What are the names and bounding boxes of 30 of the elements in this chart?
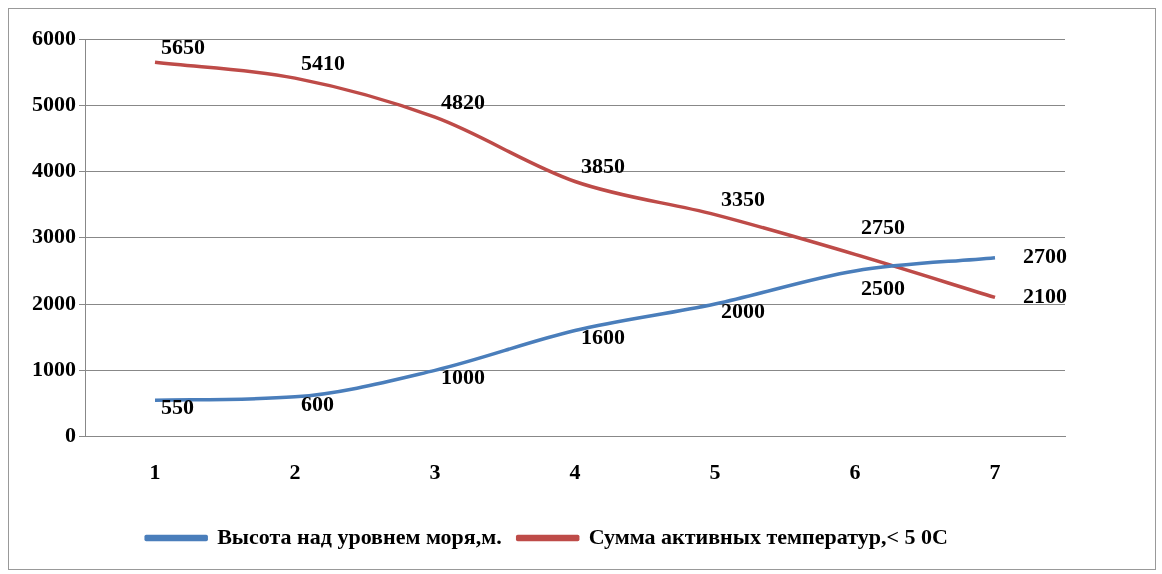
data-label: 3850 bbox=[581, 153, 625, 179]
x-tick-label: 4 bbox=[569, 459, 581, 485]
x-tick-label: 6 bbox=[849, 459, 861, 485]
data-label: 2100 bbox=[1023, 283, 1067, 309]
data-label: 2000 bbox=[721, 297, 765, 323]
y-tick-label: 1000 bbox=[32, 356, 76, 382]
legend-label: Сумма активных температур,< 5 0С bbox=[588, 523, 948, 549]
y-tick-label: 4000 bbox=[32, 157, 76, 183]
x-tick-label: 5 bbox=[709, 459, 721, 485]
data-label: 4820 bbox=[441, 88, 485, 114]
x-tick-label: 2 bbox=[289, 459, 301, 485]
data-label: 3350 bbox=[721, 186, 765, 212]
data-label: 5650 bbox=[161, 33, 205, 59]
x-tick-label: 1 bbox=[149, 459, 161, 485]
data-label: 550 bbox=[161, 393, 194, 419]
legend-label: Высота над уровнем моря,м. bbox=[217, 523, 502, 549]
data-label: 2700 bbox=[1023, 243, 1067, 269]
y-tick-label: 5000 bbox=[32, 90, 76, 116]
x-tick-label: 7 bbox=[989, 459, 1001, 485]
data-label: 1600 bbox=[581, 324, 625, 350]
y-tick-label: 2000 bbox=[32, 289, 76, 315]
y-tick-label: 6000 bbox=[32, 24, 76, 50]
y-tick-label: 0 bbox=[65, 422, 76, 448]
y-tick-label: 3000 bbox=[32, 223, 76, 249]
data-label: 2500 bbox=[861, 274, 905, 300]
data-label: 2750 bbox=[861, 214, 905, 240]
data-label: 5410 bbox=[301, 49, 345, 75]
data-label: 600 bbox=[301, 390, 334, 416]
data-label: 1000 bbox=[441, 364, 485, 390]
x-tick-label: 3 bbox=[429, 459, 441, 485]
